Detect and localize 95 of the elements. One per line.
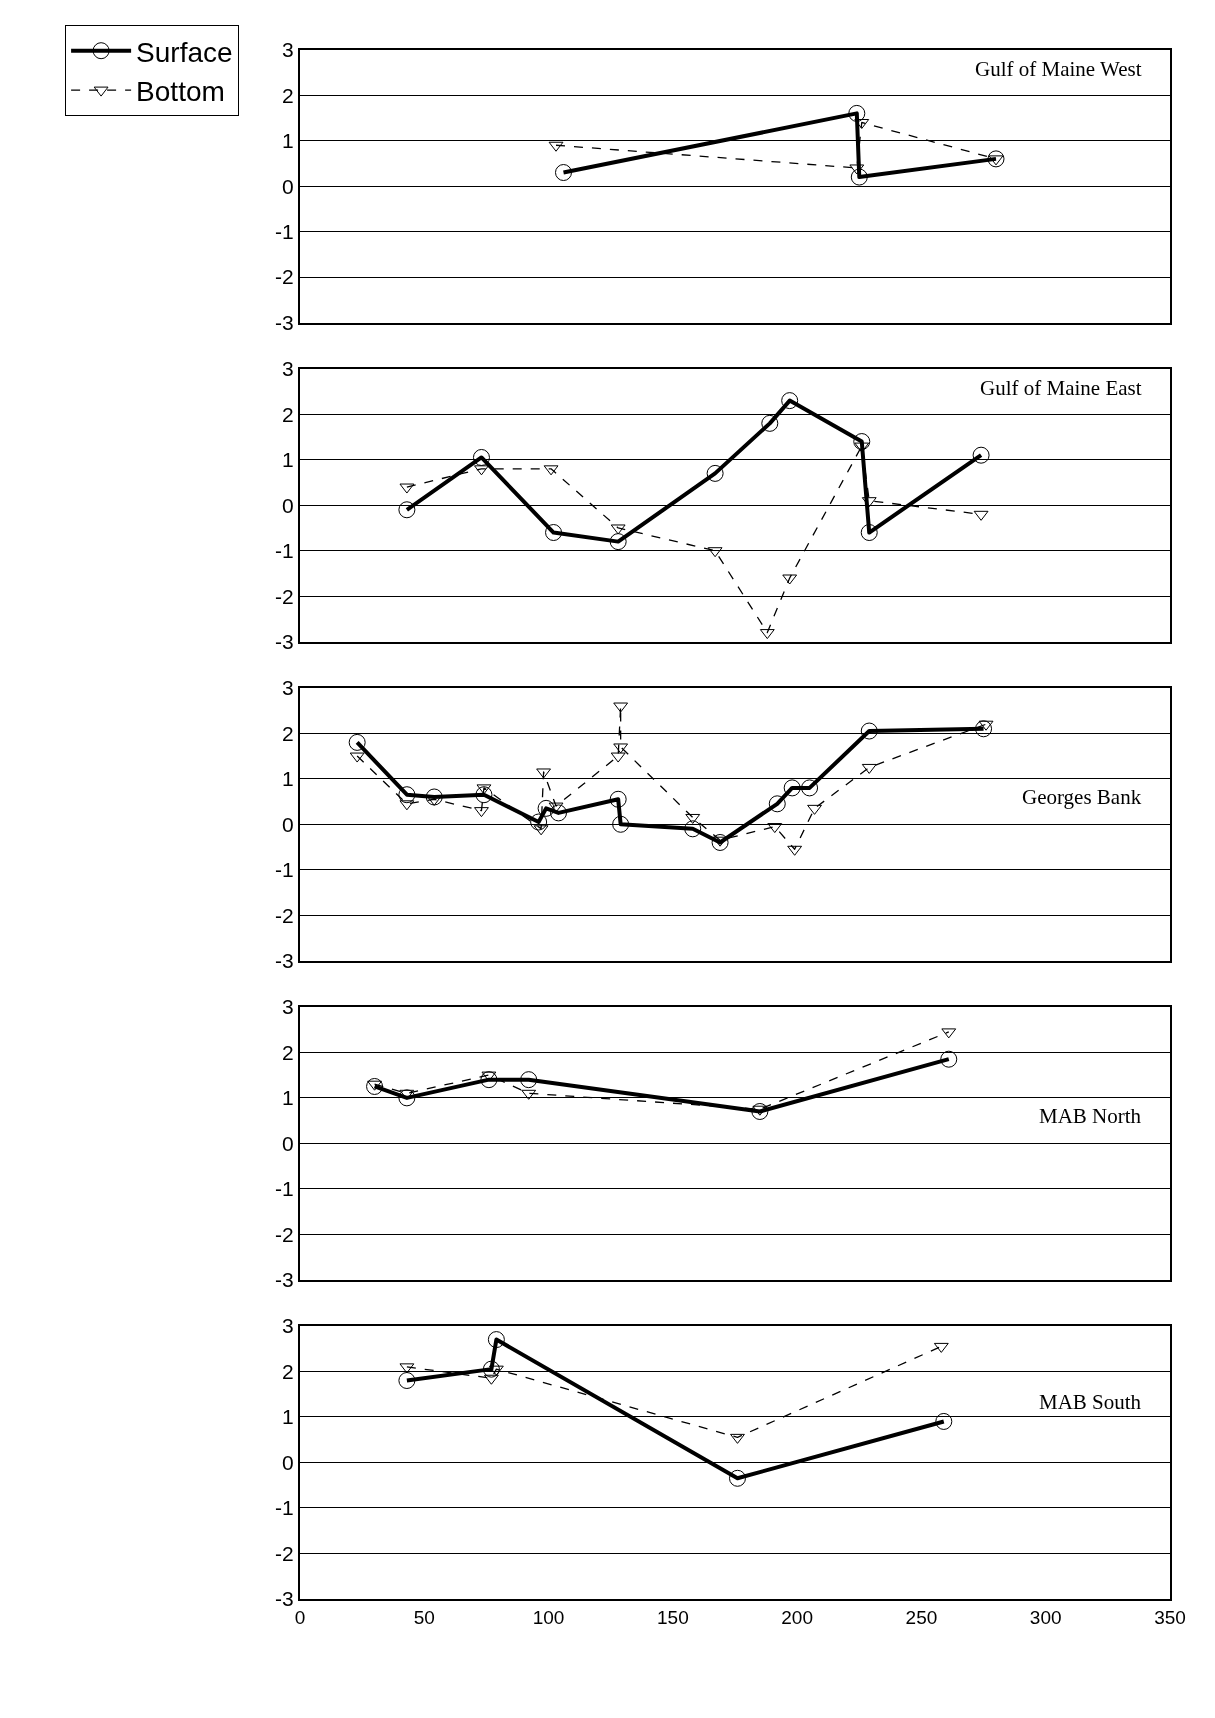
point bbox=[781, 392, 799, 410]
y-tick-label: 3 bbox=[282, 676, 294, 700]
point bbox=[935, 1412, 953, 1430]
y-tick-label: -1 bbox=[275, 1496, 294, 1520]
point bbox=[684, 820, 702, 838]
point bbox=[555, 164, 572, 182]
point bbox=[860, 524, 878, 542]
point bbox=[807, 804, 822, 815]
point bbox=[487, 1331, 505, 1349]
y-tick-label: 3 bbox=[282, 995, 294, 1019]
y-tick-label: 0 bbox=[282, 174, 294, 198]
y-tick-label: 1 bbox=[282, 448, 294, 472]
y-tick-label: 3 bbox=[282, 357, 294, 381]
point bbox=[398, 786, 416, 804]
y-tick-label: -3 bbox=[275, 1268, 294, 1292]
y-tick-label: -3 bbox=[275, 949, 294, 973]
y-tick-label: 2 bbox=[282, 402, 294, 426]
point bbox=[612, 815, 630, 833]
y-tick-label: 0 bbox=[282, 1450, 294, 1474]
y-tick-label: -1 bbox=[275, 539, 294, 563]
y-tick-label: 0 bbox=[282, 1131, 294, 1155]
x-tick-label: 150 bbox=[657, 1606, 689, 1628]
point bbox=[425, 788, 443, 806]
point bbox=[366, 1077, 384, 1095]
x-tick-label: 100 bbox=[532, 1606, 565, 1628]
y-tick-label: 2 bbox=[282, 721, 294, 745]
y-tick-label: 0 bbox=[282, 493, 294, 517]
y-tick-label: 3 bbox=[282, 1314, 294, 1338]
y-tick-label: -2 bbox=[275, 1222, 294, 1246]
y-tick-label: -3 bbox=[275, 1587, 294, 1611]
y-tick-label: -2 bbox=[275, 584, 294, 608]
point bbox=[482, 1360, 500, 1378]
point bbox=[398, 501, 416, 519]
point bbox=[975, 720, 993, 738]
point bbox=[609, 533, 627, 551]
point bbox=[711, 833, 729, 851]
point bbox=[472, 448, 490, 466]
point bbox=[768, 795, 786, 813]
legend-label: Surface bbox=[136, 36, 233, 68]
y-tick-label: 2 bbox=[282, 1040, 294, 1064]
point bbox=[537, 799, 555, 817]
y-tick-label: -1 bbox=[275, 858, 294, 882]
point bbox=[550, 804, 568, 822]
point bbox=[972, 446, 990, 464]
point bbox=[398, 1372, 416, 1389]
point bbox=[706, 464, 724, 482]
point bbox=[545, 524, 563, 542]
point bbox=[987, 150, 1005, 168]
text: Georges Bank bbox=[1022, 785, 1142, 809]
point bbox=[474, 807, 489, 818]
x-tick-label: 350 bbox=[1154, 1606, 1186, 1628]
y-tick-label: 2 bbox=[282, 83, 294, 107]
y-tick-label: 3 bbox=[282, 38, 294, 62]
point bbox=[848, 104, 866, 122]
point bbox=[761, 414, 779, 432]
point bbox=[730, 1433, 745, 1444]
text: MAB North bbox=[1039, 1104, 1142, 1128]
point bbox=[860, 722, 878, 740]
y-tick-label: 1 bbox=[282, 1086, 294, 1110]
point bbox=[850, 168, 868, 186]
y-tick-label: -3 bbox=[275, 630, 294, 654]
y-tick-label: -3 bbox=[275, 310, 294, 334]
y-tick-label: -2 bbox=[275, 903, 294, 927]
x-tick-label: 300 bbox=[1029, 1606, 1062, 1628]
y-tick-label: -1 bbox=[275, 1177, 294, 1201]
point bbox=[474, 465, 489, 476]
chart-title: Gulf of Maine West bbox=[975, 57, 1142, 81]
legend-label: Bottom bbox=[136, 76, 225, 108]
point bbox=[367, 1080, 382, 1091]
y-tick-label: 1 bbox=[282, 1405, 294, 1429]
chart-title: Gulf of Maine East bbox=[980, 376, 1142, 400]
point bbox=[609, 790, 627, 808]
point bbox=[348, 733, 366, 751]
point bbox=[801, 779, 819, 797]
text: MAB South bbox=[1039, 1390, 1142, 1414]
point bbox=[530, 813, 548, 831]
y-tick-label: 2 bbox=[282, 1359, 294, 1383]
point bbox=[751, 1103, 769, 1120]
y-tick-label: 0 bbox=[282, 812, 294, 836]
x-tick-label: 200 bbox=[781, 1606, 813, 1628]
y-tick-label: 1 bbox=[282, 129, 294, 153]
point bbox=[853, 433, 871, 451]
y-tick-label: -1 bbox=[275, 220, 294, 244]
x-tick-label: 50 bbox=[413, 1606, 435, 1628]
point bbox=[398, 1089, 416, 1107]
point bbox=[520, 1071, 538, 1089]
y-tick-label: -2 bbox=[275, 1541, 294, 1565]
point bbox=[729, 1469, 746, 1487]
point bbox=[475, 786, 493, 804]
x-tick-label: 250 bbox=[905, 1606, 938, 1628]
point bbox=[783, 779, 801, 797]
y-tick-label: 1 bbox=[282, 767, 294, 791]
y-tick-label: -2 bbox=[275, 265, 294, 289]
point bbox=[940, 1050, 958, 1068]
point bbox=[480, 1071, 498, 1089]
